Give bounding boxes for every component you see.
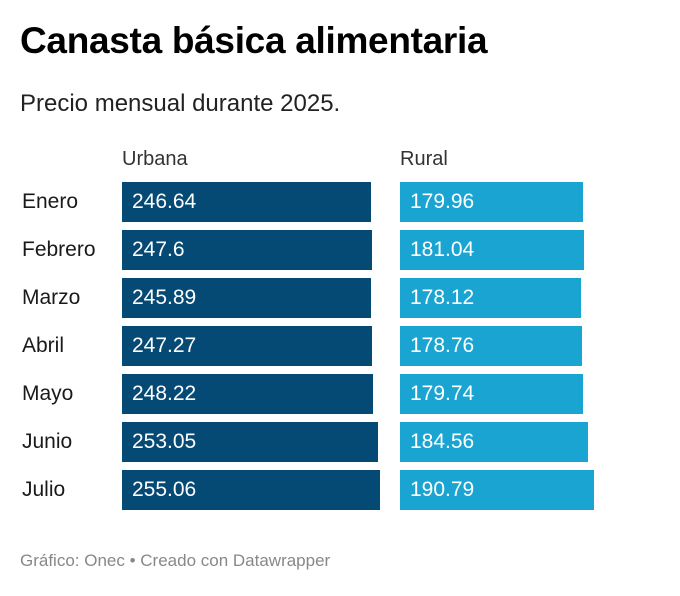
bar-urbana <box>122 374 373 414</box>
chart-title: Canasta básica alimentaria <box>20 20 488 61</box>
column-header-rural: Rural <box>400 148 448 170</box>
row-label: Abril <box>22 334 65 357</box>
bar-value-label: 178.12 <box>410 286 475 309</box>
row-label: Junio <box>22 430 73 453</box>
row-label: Enero <box>22 190 79 213</box>
row-label: Mayo <box>22 382 74 405</box>
bar-rural <box>400 374 583 414</box>
bar-value-label: 246.64 <box>132 190 197 213</box>
row-label: Marzo <box>22 286 81 309</box>
bar-rural <box>400 326 582 366</box>
bar-urbana <box>122 326 372 366</box>
bar-value-label: 247.6 <box>132 238 185 261</box>
bar-value-label: 179.74 <box>410 382 475 405</box>
bar-urbana <box>122 278 371 318</box>
bar-value-label: 248.22 <box>132 382 197 405</box>
bar-value-label: 253.05 <box>132 430 197 453</box>
row-label: Febrero <box>22 238 96 261</box>
bar-value-label: 245.89 <box>132 286 197 309</box>
bar-value-label: 184.56 <box>410 430 475 453</box>
bar-value-label: 255.06 <box>132 478 197 501</box>
bar-value-label: 179.96 <box>410 190 475 213</box>
bar-chart: Urbana Rural Enero 246.64 179.96 Febrero 247.6… <box>0 140 680 520</box>
bar-rural <box>400 422 588 462</box>
bar-urbana <box>122 182 371 222</box>
bar-rural <box>400 182 583 222</box>
bar-urbana <box>122 422 378 462</box>
bar-value-label: 190.79 <box>410 478 475 501</box>
bar-urbana <box>122 470 380 510</box>
bar-value-label: 181.04 <box>410 238 475 261</box>
bar-rural <box>400 278 581 318</box>
chart-subtitle: Precio mensual durante 2025. <box>20 90 341 117</box>
chart-source-footer: Gráfico: Onec • Creado con Datawrapper <box>20 551 331 570</box>
bar-value-label: 178.76 <box>410 334 475 357</box>
bar-rural <box>400 470 594 510</box>
bar-value-label: 247.27 <box>132 334 197 357</box>
column-header-urbana: Urbana <box>122 148 188 170</box>
row-label: Julio <box>22 478 66 501</box>
bar-rural <box>400 230 584 270</box>
bar-urbana <box>122 230 372 270</box>
